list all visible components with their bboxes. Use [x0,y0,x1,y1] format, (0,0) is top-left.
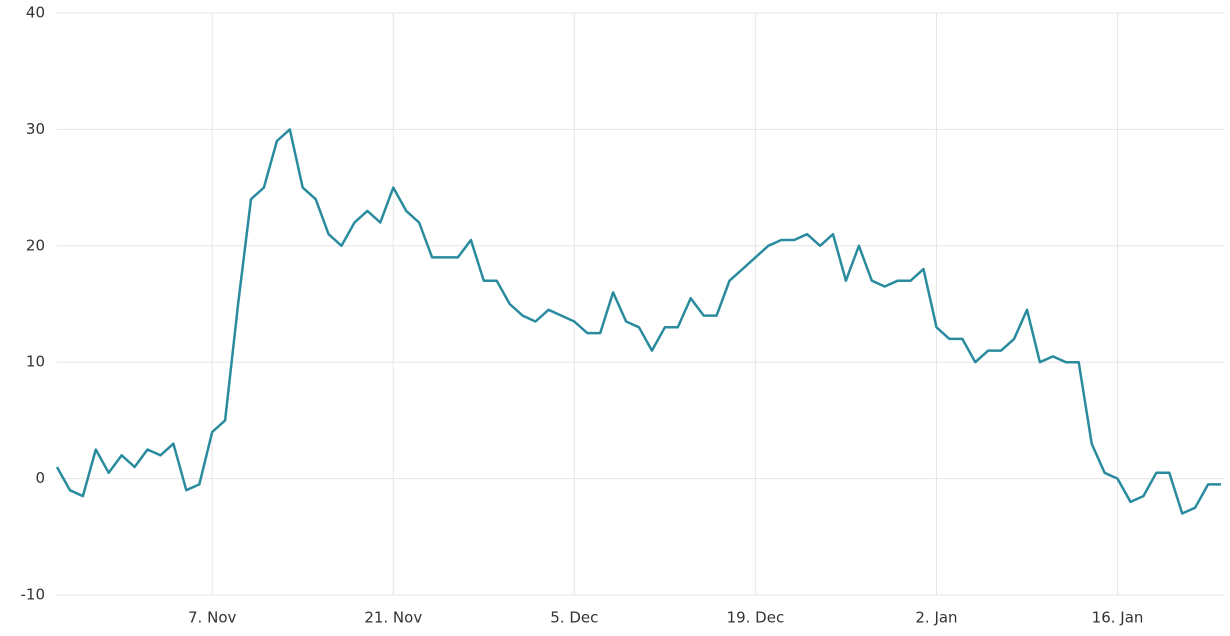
y-tick-label: 40 [26,4,45,22]
x-tick-label: 5. Dec [550,609,598,627]
x-tick-label: 16. Jan [1092,609,1144,627]
y-tick-label: 30 [26,120,45,138]
y-tick-label: 20 [26,236,45,254]
x-tick-label: 7. Nov [188,609,236,627]
y-tick-label: 0 [35,469,45,487]
y-tick-label: 10 [26,353,45,371]
x-tick-label: 2. Jan [915,609,957,627]
x-tick-label: 21. Nov [364,609,422,627]
x-tick-label: 19. Dec [727,609,785,627]
data-line [55,128,1221,515]
y-tick-label: -10 [21,586,46,604]
